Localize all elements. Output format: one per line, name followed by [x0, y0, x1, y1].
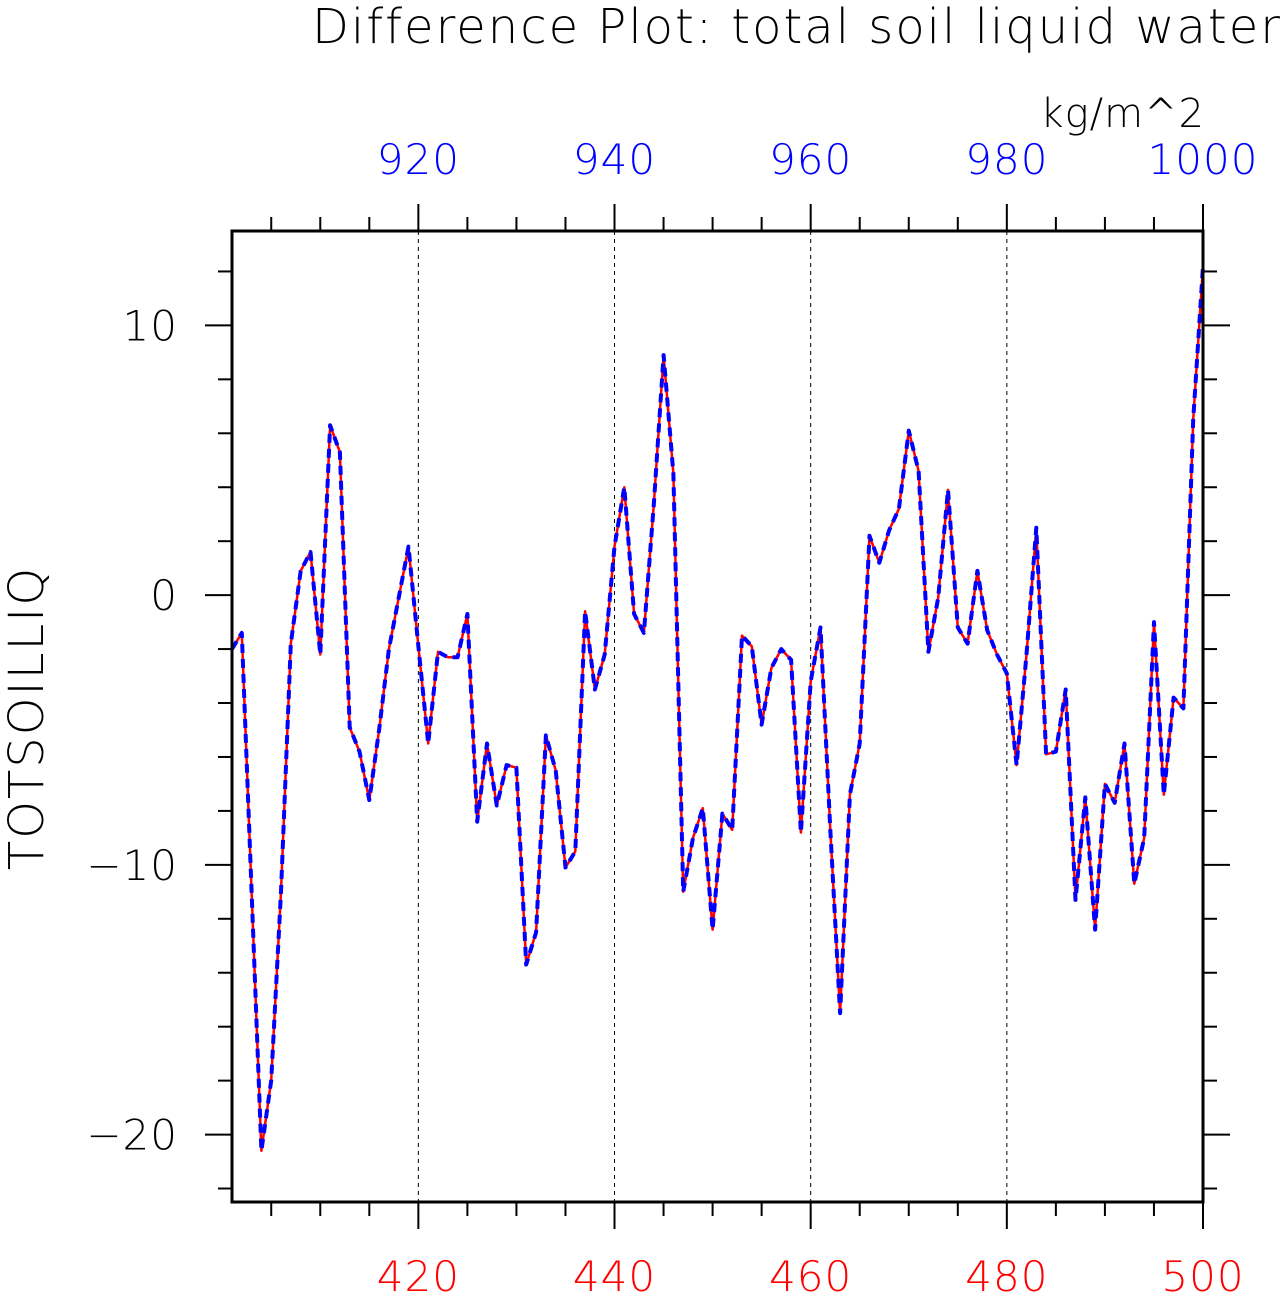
series-layer [230, 265, 1205, 1153]
y-tick-label: 0 [150, 571, 178, 620]
chart-title: Difference Plot: total soil liquid water [312, 0, 1282, 55]
series-line-blue-dashed [230, 265, 1205, 1153]
y-axis-label: TOTSOILLIQ [0, 566, 55, 870]
top-tick-label: 980 [965, 135, 1048, 184]
top-tick-label: 940 [573, 135, 656, 184]
bottom-tick-label: 500 [1161, 1252, 1244, 1293]
tick-labels: 420 440 460 480 500 920 940 960 980 1000 −20 −10 0 10 [86, 135, 1259, 1293]
bottom-tick-label: 460 [769, 1252, 852, 1293]
y-tick-label: −20 [86, 1111, 178, 1160]
y-tick-label: 10 [123, 301, 178, 350]
gridlines [417, 231, 1008, 1202]
top-tick-label: 960 [769, 135, 852, 184]
axis-ticks [205, 204, 1230, 1229]
top-tick-label: 920 [377, 135, 460, 184]
y-tick-label: −10 [86, 841, 178, 890]
units-label: kg/m^2 [1040, 91, 1205, 137]
bottom-tick-label: 440 [573, 1252, 656, 1293]
bottom-tick-label: 420 [377, 1252, 460, 1293]
top-tick-label: 1000 [1148, 135, 1259, 184]
plot-frame [230, 229, 1205, 1204]
bottom-tick-label: 480 [965, 1252, 1048, 1293]
